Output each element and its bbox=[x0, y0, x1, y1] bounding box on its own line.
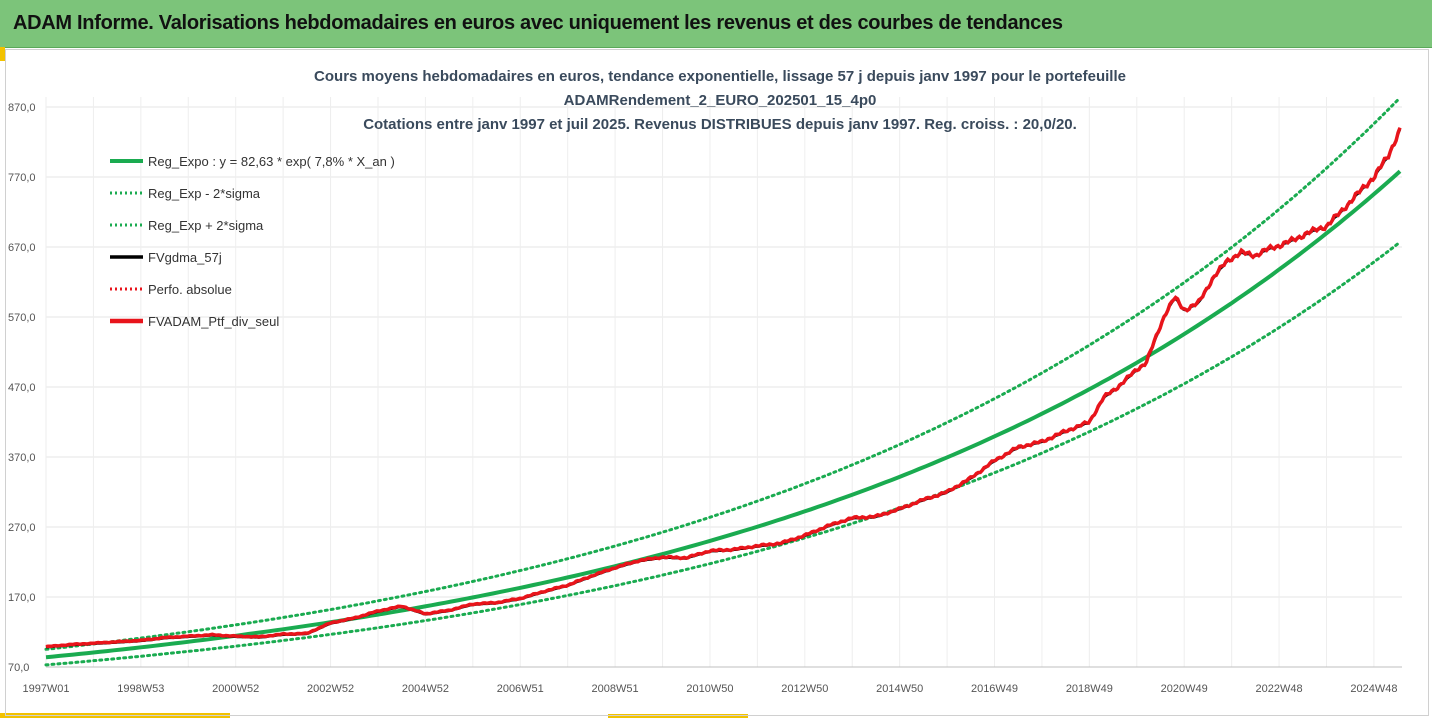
chart-title-line-1: Cours moyens hebdomadaires en euros, ten… bbox=[314, 68, 1126, 85]
x-tick-label: 2000W52 bbox=[212, 683, 259, 695]
legend-item-reg-exp-minus: Reg_Exp - 2*sigma bbox=[110, 186, 261, 201]
legend-label-reg-exp-minus: Reg_Exp - 2*sigma bbox=[148, 186, 261, 201]
legend-item-reg-exp-plus: Reg_Exp + 2*sigma bbox=[110, 218, 264, 233]
x-tick-label: 2002W52 bbox=[307, 683, 354, 695]
y-tick-label: 170,0 bbox=[8, 592, 36, 604]
x-tick-label: 2004W52 bbox=[402, 683, 449, 695]
y-tick-label: 870,0 bbox=[8, 102, 36, 114]
y-tick-label: 370,0 bbox=[8, 452, 36, 464]
y-tick-label: 70,0 bbox=[8, 662, 29, 674]
x-tick-label: 2016W49 bbox=[971, 683, 1018, 695]
legend: Reg_Expo : y = 82,63 * exp( 7,8% * X_an … bbox=[110, 154, 395, 329]
x-tick-label: 2008W51 bbox=[592, 683, 639, 695]
grid-layer: 70,0 170,0 270,0 370,0 470,0 570,0 670,0 770,0 8… bbox=[8, 97, 1402, 695]
legend-label-perfo: Perfo. absolue bbox=[148, 282, 232, 297]
report-banner: ADAM Informe. Valorisations hebdomadaire… bbox=[0, 0, 1432, 48]
legend-label-reg-expo: Reg_Expo : y = 82,63 * exp( 7,8% * X_an … bbox=[148, 154, 395, 169]
report-title: ADAM Informe. Valorisations hebdomadaire… bbox=[13, 12, 1063, 34]
x-tick-label: 2012W50 bbox=[781, 683, 828, 695]
legend-item-reg-expo: Reg_Expo : y = 82,63 * exp( 7,8% * X_an … bbox=[110, 154, 395, 169]
accent-bar-bottom-center bbox=[608, 714, 748, 718]
accent-bar-left bbox=[0, 47, 5, 61]
legend-item-fvgdma: FVgdma_57j bbox=[110, 250, 222, 265]
x-tick-label: 2022W48 bbox=[1256, 683, 1303, 695]
legend-item-fvadam: FVADAM_Ptf_div_seul bbox=[110, 314, 279, 329]
y-tick-label: 570,0 bbox=[8, 312, 36, 324]
x-tick-label: 2014W50 bbox=[876, 683, 923, 695]
x-tick-label: 2018W49 bbox=[1066, 683, 1113, 695]
series-fvadam-ptf-div-seul bbox=[45, 127, 1402, 649]
legend-item-perfo: Perfo. absolue bbox=[110, 282, 232, 297]
x-tick-label: 2010W50 bbox=[686, 683, 733, 695]
x-tick-label: 1998W53 bbox=[117, 683, 164, 695]
series-layer bbox=[44, 96, 1402, 667]
legend-label-reg-exp-plus: Reg_Exp + 2*sigma bbox=[148, 218, 264, 233]
y-tick-label: 670,0 bbox=[8, 242, 36, 254]
series-fvgdma-57j bbox=[45, 128, 1402, 649]
chart-frame bbox=[5, 49, 1429, 716]
x-tick-label: 2006W51 bbox=[497, 683, 544, 695]
legend-label-fvadam: FVADAM_Ptf_div_seul bbox=[148, 314, 279, 329]
chart-titles: Cours moyens hebdomadaires en euros, ten… bbox=[314, 68, 1126, 133]
series-reg-exp-plus-2sigma bbox=[44, 96, 1402, 651]
series-reg-expo bbox=[45, 169, 1402, 660]
y-tick-label: 770,0 bbox=[8, 172, 36, 184]
chart-title-line-2: ADAMRendement_2_EURO_202501_15_4p0 bbox=[564, 92, 877, 109]
y-tick-label: 470,0 bbox=[8, 382, 36, 394]
x-tick-label: 2024W48 bbox=[1350, 683, 1397, 695]
x-tick-label: 1997W01 bbox=[22, 683, 69, 695]
y-tick-label: 270,0 bbox=[8, 522, 36, 534]
legend-label-fvgdma: FVgdma_57j bbox=[148, 250, 222, 265]
chart-title-line-3: Cotations entre janv 1997 et juil 2025. … bbox=[363, 116, 1077, 133]
series-reg-exp-minus-2sigma bbox=[44, 240, 1402, 667]
x-tick-label: 2020W49 bbox=[1161, 683, 1208, 695]
